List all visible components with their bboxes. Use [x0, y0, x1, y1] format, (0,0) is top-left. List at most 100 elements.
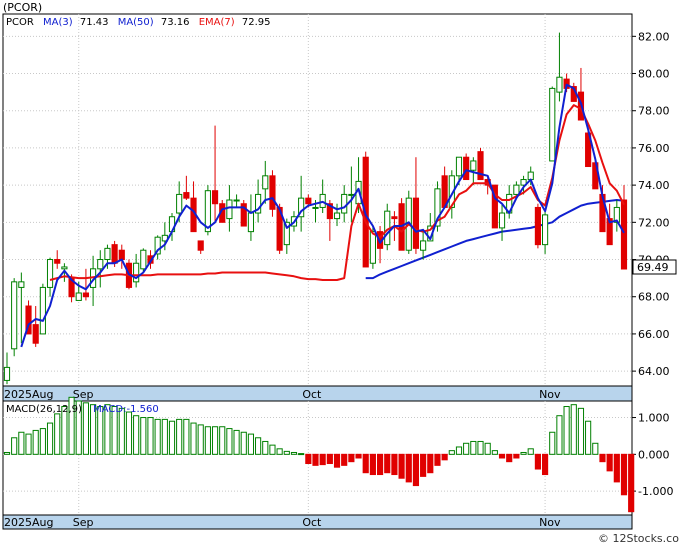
macd-bar [563, 406, 570, 455]
candle [326, 200, 333, 241]
macd-bar [470, 440, 477, 455]
candle [269, 170, 276, 217]
candle-body [11, 281, 18, 350]
candle-body [75, 292, 82, 301]
candle-body [283, 221, 290, 246]
candle-body [520, 179, 527, 186]
candle [140, 248, 147, 273]
macd-bar [61, 406, 68, 455]
candle [39, 283, 46, 335]
candle-body [333, 212, 341, 220]
candle-body [298, 197, 305, 218]
price-x-tick-label: Oct [302, 388, 322, 401]
macd-bar [341, 453, 348, 466]
macd-bar [283, 450, 290, 455]
macd-bar [247, 433, 255, 455]
price-x-tick-label: 2025Aug [4, 388, 53, 401]
macd-x-tick-label: Nov [539, 516, 561, 529]
candle [412, 157, 420, 254]
macd-bar [391, 453, 398, 476]
macd-bar [233, 429, 240, 455]
macd-bar [104, 404, 111, 455]
copyright: © 12Stocks.com [598, 532, 680, 545]
candle [240, 200, 247, 227]
candle-body [176, 193, 183, 214]
price-y-axis: 64.0066.0068.0070.0072.0074.0076.0078.00… [632, 30, 670, 378]
macd-bar [599, 453, 606, 463]
macd-bar [11, 437, 18, 455]
candle-body [269, 175, 276, 210]
price-y-tick-label: 64.00 [638, 365, 670, 378]
candle [211, 125, 219, 223]
macd-bar [75, 400, 82, 455]
legend-ma3-label: MA(3) [43, 17, 73, 28]
macd-bar [219, 426, 226, 455]
macd-bar [384, 453, 391, 474]
candle-body [32, 324, 39, 344]
macd-bar [506, 453, 513, 463]
macd-bar [269, 444, 276, 455]
price-x-tick-label: Nov [539, 388, 561, 401]
candle [520, 175, 527, 195]
candle-body [118, 249, 125, 261]
candle-body [513, 184, 520, 195]
candle-body [455, 156, 463, 177]
candle-body [262, 175, 269, 190]
candle-body [541, 214, 549, 246]
macd-legend: MACD(26,12,9) MACD:-1.560 [6, 404, 159, 415]
candle [477, 147, 484, 181]
candle-body [154, 236, 161, 255]
macd-bar [276, 448, 283, 455]
macd-bar [441, 453, 448, 461]
macd-bar [147, 417, 154, 455]
candle-body [25, 305, 32, 335]
candle [620, 185, 628, 270]
price-y-tick-label: 78.00 [638, 105, 670, 118]
candle [384, 203, 391, 251]
macd-bar [491, 450, 498, 455]
last-price-tag: 69.49 [637, 261, 669, 274]
candle [498, 203, 506, 241]
candle-body [240, 203, 247, 227]
macd-bar [398, 453, 405, 479]
candle-body [491, 184, 498, 229]
candle [183, 175, 190, 200]
candle-body [18, 281, 25, 288]
macd-bar [549, 431, 556, 455]
macd-bar [412, 453, 420, 487]
candle-body [54, 259, 61, 264]
candle [534, 203, 541, 249]
macd-bar [161, 418, 168, 455]
macd-bar [348, 453, 355, 463]
macd-bar [520, 451, 527, 455]
last-price-tag-box [632, 259, 677, 275]
candle-body [498, 212, 506, 229]
macd-bar [420, 453, 427, 477]
candle-body [434, 188, 441, 227]
candle-body [226, 199, 233, 220]
candle-body [211, 190, 219, 205]
macd-bar [54, 413, 61, 455]
candle [32, 306, 39, 347]
macd-bar [46, 422, 54, 455]
macd-bar [312, 453, 319, 466]
macd-bar [577, 407, 585, 455]
candle [541, 211, 549, 254]
candle-body [463, 156, 470, 181]
macd-bar [606, 453, 613, 472]
candle-body [3, 366, 11, 381]
candle-body [233, 199, 240, 202]
macd-y-axis: 1.000 0.000 -1.000 [632, 412, 673, 498]
candle [18, 272, 25, 344]
candle-body [247, 212, 255, 233]
candle-body [556, 76, 563, 93]
macd-bar [455, 446, 463, 455]
price-legend: PCOR MA(3) 71.43 MA(50) 73.16 EMA(7) 72.… [6, 17, 270, 28]
candle-body [369, 231, 376, 264]
candle [333, 203, 341, 227]
macd-bar [39, 428, 46, 455]
macd-legend-value: MACD:-1.560 [93, 404, 159, 415]
candle-body [326, 203, 333, 220]
macd-x-axis-labels: 2025Aug Sep Oct Nov [4, 516, 561, 529]
price-y-tick-label: 80.00 [638, 68, 670, 81]
